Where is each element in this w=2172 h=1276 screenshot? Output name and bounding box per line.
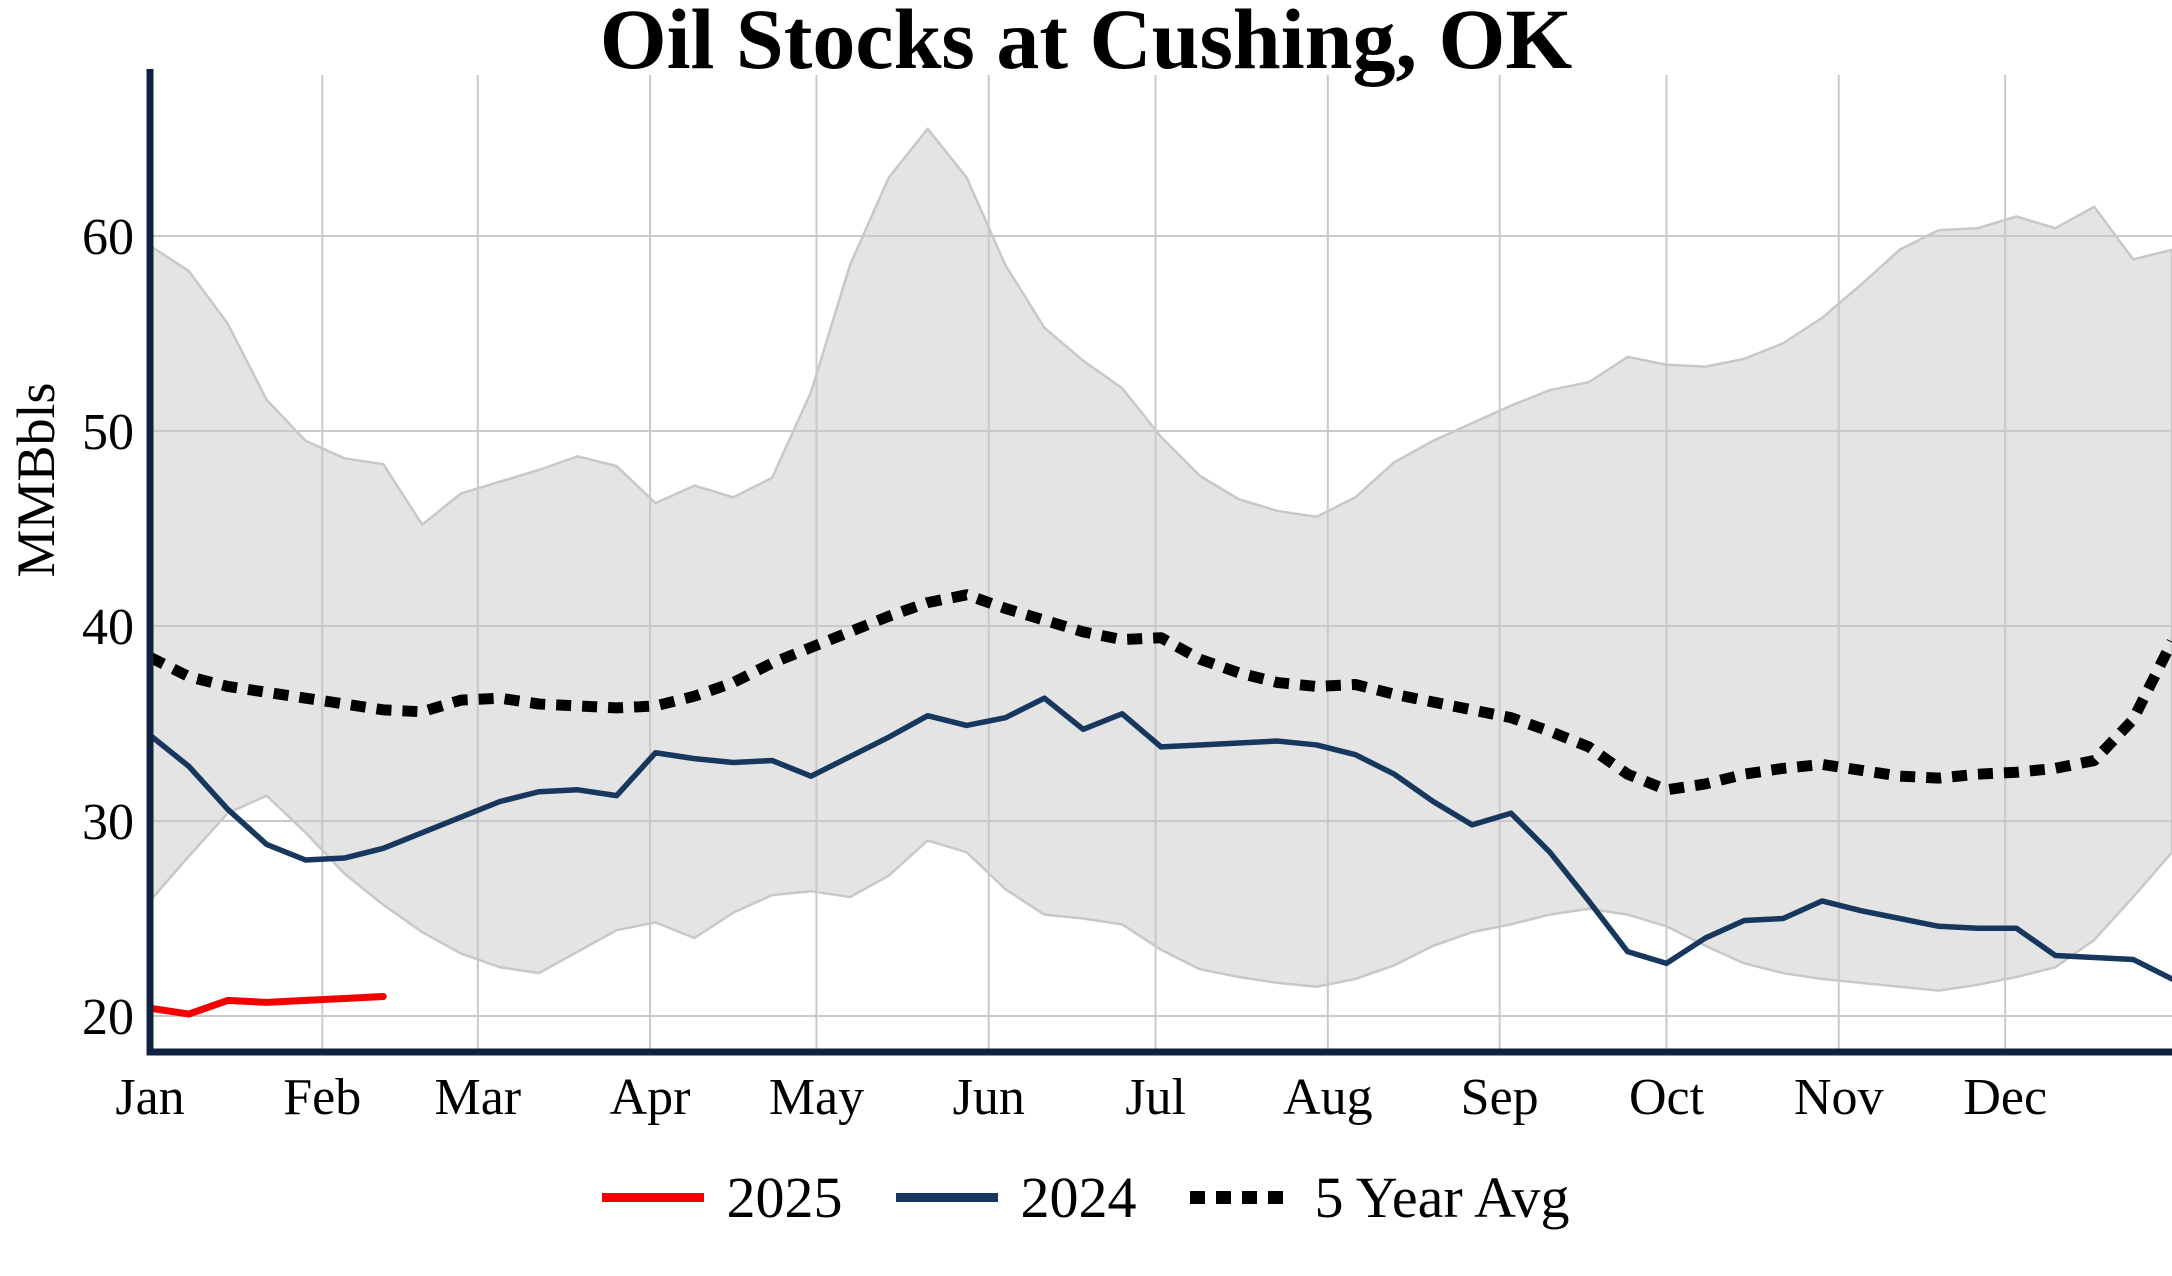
legend-label-2025: 2025 (726, 1165, 843, 1230)
x-tick-label: Aug (1283, 1069, 1373, 1126)
line-2024 (147, 695, 2172, 982)
x-tick-label: Jun (953, 1069, 1025, 1126)
legend-item-2024: 2024 (896, 1164, 1136, 1231)
y-tick-label: 40 (82, 599, 134, 656)
legend-item-2025: 2025 (602, 1164, 842, 1231)
legend: 2025 2024 5 Year Avg (0, 1164, 2172, 1231)
line-5-year-avg (147, 589, 2172, 796)
chart-title: Oil Stocks at Cushing, OK (599, 0, 1573, 87)
x-tick-label: Jan (115, 1069, 184, 1126)
y-tick-label: 30 (82, 794, 134, 851)
line-2025 (146, 993, 387, 1018)
x-tick-label: Feb (283, 1069, 361, 1126)
legend-label-5-year-avg: 5 Year Avg (1314, 1165, 1570, 1230)
x-tick-label: Mar (434, 1069, 521, 1126)
x-tick-label: Nov (1794, 1069, 1884, 1126)
legend-line-2025 (602, 1193, 705, 1202)
x-tick-label: Dec (1963, 1069, 2047, 1126)
legend-label-2024: 2024 (1020, 1165, 1137, 1230)
x-tick-label: Jul (1125, 1069, 1186, 1126)
x-tick-label: Apr (610, 1069, 691, 1126)
five-year-range-band (148, 127, 2172, 992)
legend-line-2024 (896, 1193, 999, 1202)
x-tick-label: May (769, 1069, 864, 1126)
x-tick-label: Sep (1461, 1069, 1539, 1126)
y-tick-label: 20 (82, 989, 134, 1046)
legend-line-5-year-avg (1190, 1191, 1293, 1204)
y-tick-label: 60 (82, 209, 134, 266)
y-tick-label: 50 (82, 404, 134, 461)
legend-item-5-year-avg: 5 Year Avg (1190, 1164, 1570, 1231)
x-tick-label: Oct (1629, 1069, 1705, 1126)
